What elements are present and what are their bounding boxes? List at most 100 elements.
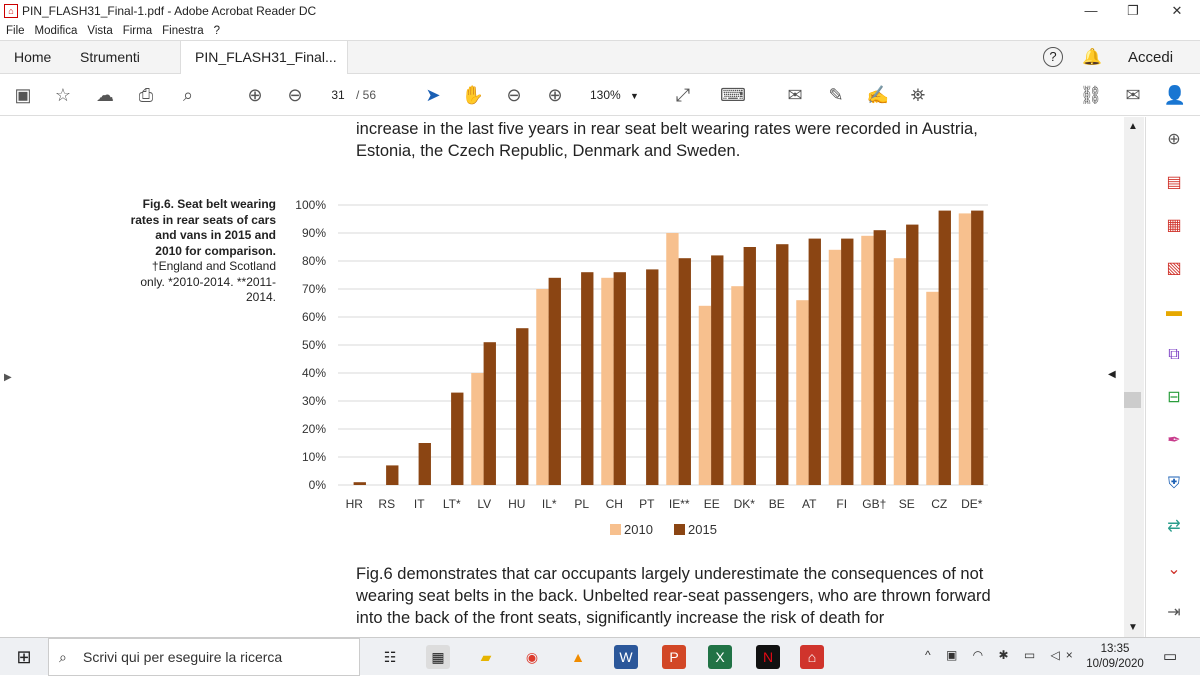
next-page-icon[interactable]: ⊖ — [287, 85, 303, 105]
compress-pdf-icon[interactable]: ⊟ — [1167, 389, 1181, 406]
zoom-out-icon[interactable]: ⊖ — [506, 85, 522, 105]
menu-help[interactable]: ? — [213, 25, 221, 37]
bar-2010 — [861, 235, 874, 485]
system-tray-icons[interactable]: ^ ▣ ◠ ✱ ▭ ◁× — [925, 648, 1079, 662]
scrollbar-thumb[interactable] — [1124, 392, 1141, 408]
sign-icon[interactable]: ✍ — [866, 85, 890, 105]
seat-belt-bar-chart: 0% 10% 20% 30% 40% 50% 60% 70% 80% 90% 100% HR RS IT L… — [295, 198, 988, 537]
signin-button[interactable]: Accedi — [1128, 49, 1174, 66]
taskbar-search-placeholder: Scrivi qui per eseguire la ricerca — [83, 649, 283, 665]
bar-2015 — [418, 443, 431, 485]
previous-page-icon[interactable]: ⊕ — [247, 85, 263, 105]
select-cursor-icon[interactable]: ➤ — [425, 85, 441, 105]
figure-caption-note: †England and Scotland only. *2010-2014. … — [140, 259, 276, 304]
add-user-icon[interactable]: 👤 — [1163, 85, 1187, 105]
right-tools-panel: ⊕ ▤ ▦ ▧ ▬ ⧉ ⊟ ✒ ⛨ ⇄ ⌄ ⇥ — [1145, 117, 1200, 637]
highlight-pen-icon[interactable]: ✎ — [828, 85, 844, 105]
bar-2015 — [971, 210, 984, 485]
print-icon[interactable]: ⎙ — [138, 85, 154, 105]
tab-home[interactable]: Home — [14, 49, 52, 65]
collapse-right-panel-icon[interactable]: ◀ — [1108, 369, 1116, 380]
stamp-icon[interactable]: ⛯ — [910, 85, 926, 105]
figure-caption-title: Fig.6. Seat belt wearing rates in rear s… — [130, 197, 276, 258]
x-tick-label: DK* — [734, 497, 756, 511]
x-tick-label: SE — [899, 497, 915, 511]
paragraph-top: increase in the last five years in rear … — [356, 120, 978, 160]
legend-label: 2015 — [688, 522, 717, 537]
collapse-panel-icon[interactable]: ⇥ — [1167, 604, 1181, 621]
scroll-up-icon[interactable]: ▲ — [1128, 121, 1138, 132]
export-pdf-icon[interactable]: ▧ — [1166, 260, 1182, 277]
menu-firma[interactable]: Firma — [122, 25, 153, 37]
menu-modifica[interactable]: Modifica — [34, 25, 78, 37]
keyboard-icon[interactable]: ⌨ — [720, 85, 746, 105]
email-icon[interactable]: ✉ — [1125, 85, 1141, 105]
zoom-select[interactable]: 130% ▼ — [590, 85, 650, 105]
expand-left-panel-icon[interactable]: ▶ — [4, 372, 12, 383]
help-icon[interactable]: ? — [1043, 47, 1063, 67]
share-link-icon[interactable]: ⛓ — [1079, 85, 1103, 105]
vertical-scrollbar[interactable]: ▲ ◀ ▼ — [1108, 117, 1144, 637]
excel-icon[interactable]: X — [708, 645, 732, 669]
legend-label: 2010 — [624, 522, 653, 537]
bar-2010 — [698, 305, 712, 485]
combine-files-icon[interactable]: ⧉ — [1168, 346, 1180, 363]
fill-sign-icon[interactable]: ✒ — [1167, 432, 1181, 449]
scroll-down-icon[interactable]: ▼ — [1128, 622, 1138, 633]
vlc-icon[interactable]: ▲ — [571, 649, 585, 665]
zoom-tool-icon[interactable]: ⊕ — [1167, 131, 1181, 148]
x-tick-label: EE — [704, 497, 720, 511]
hand-tool-icon[interactable]: ✋ — [461, 85, 485, 105]
bar-2015 — [581, 272, 594, 485]
restore-button[interactable]: ❐ — [1127, 3, 1139, 18]
acrobat-taskbar-icon[interactable]: ⌂ — [800, 645, 824, 669]
organize-pages-icon[interactable]: ▦ — [1166, 217, 1182, 234]
send-for-review-icon[interactable]: ⇄ — [1167, 518, 1181, 535]
legend-swatch-2010 — [610, 524, 621, 535]
task-view-icon[interactable]: ☷ — [383, 649, 397, 665]
more-tools-icon[interactable]: ⌄ — [1167, 561, 1181, 578]
fit-page-icon[interactable]: ⤢ — [675, 85, 691, 105]
close-window-button[interactable]: ✕ — [1171, 3, 1183, 18]
chrome-icon[interactable]: ◉ — [525, 649, 539, 665]
y-tick-label: 40% — [302, 366, 326, 380]
save-icon[interactable]: ▣ — [14, 85, 32, 105]
x-tick-label: CH — [606, 497, 623, 511]
tab-tools[interactable]: Strumenti — [80, 49, 140, 65]
bar-2010 — [731, 286, 744, 485]
notifications-icon[interactable]: ▭ — [1163, 648, 1178, 665]
acrobat-app-icon: ⌂ — [4, 4, 18, 18]
protect-shield-icon[interactable]: ⛨ — [1167, 475, 1180, 492]
x-tick-label: HR — [346, 497, 364, 511]
taskbar-search-input[interactable]: ⌕ Scrivi qui per eseguire la ricerca — [48, 638, 360, 676]
y-tick-label: 100% — [295, 198, 326, 212]
x-tick-label: RS — [378, 497, 395, 511]
taskbar-clock[interactable]: 13:35 10/09/2020 — [1080, 642, 1150, 672]
create-pdf-icon[interactable]: ▤ — [1166, 174, 1182, 191]
upload-cloud-icon[interactable]: ☁ — [96, 85, 114, 105]
menu-finestra[interactable]: Finestra — [162, 25, 204, 37]
menu-vista[interactable]: Vista — [87, 25, 113, 37]
y-tick-label: 90% — [302, 226, 326, 240]
zoom-in-icon[interactable]: ⊕ — [547, 85, 563, 105]
page-number-input[interactable]: 31 — [331, 88, 345, 102]
comment-tool-icon[interactable]: ▬ — [1166, 303, 1182, 320]
menu-file[interactable]: File — [6, 25, 25, 37]
document-viewer[interactable]: ▶ increase in the last five years in rea… — [0, 117, 1145, 637]
file-explorer-icon[interactable]: ▰ — [480, 649, 492, 665]
comment-icon[interactable]: ✉ — [787, 85, 803, 105]
tab-document-label: PIN_FLASH31_Final... — [195, 49, 337, 65]
bar-2015 — [451, 392, 464, 485]
zoom-value: 130% — [590, 88, 621, 102]
calculator-icon[interactable]: ▦ — [426, 645, 450, 669]
netflix-icon[interactable]: N — [756, 645, 780, 669]
tab-document[interactable]: PIN_FLASH31_Final... ✕ — [180, 41, 348, 98]
powerpoint-icon[interactable]: P — [662, 645, 686, 669]
word-icon[interactable]: W — [614, 645, 638, 669]
search-icon: ⌕ — [59, 649, 67, 665]
windows-start-icon[interactable]: ⊞ — [16, 647, 32, 667]
notification-bell-icon[interactable]: 🔔 — [1082, 49, 1102, 66]
search-document-icon[interactable]: ⌕ — [182, 85, 194, 105]
bookmark-star-icon[interactable]: ☆ — [54, 85, 72, 105]
minimize-button[interactable]: — — [1084, 3, 1098, 18]
